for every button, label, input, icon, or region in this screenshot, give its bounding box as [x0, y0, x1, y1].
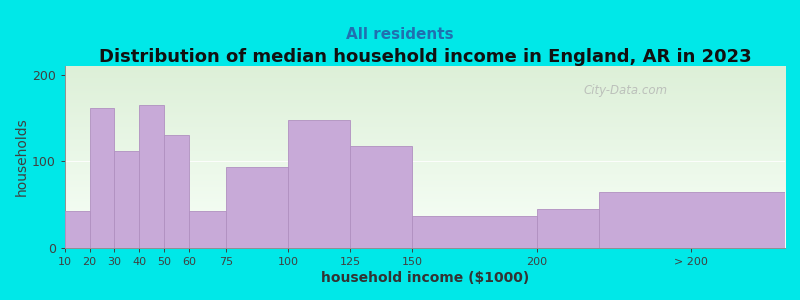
Title: Distribution of median household income in England, AR in 2023: Distribution of median household income … [98, 48, 751, 66]
Text: All residents: All residents [346, 27, 454, 42]
Bar [413, 216, 537, 248]
Bar [350, 146, 413, 248]
Bar [90, 108, 114, 248]
Bar [189, 212, 226, 248]
X-axis label: household income ($1000): household income ($1000) [321, 271, 529, 285]
Bar [65, 212, 90, 248]
Bar [598, 191, 785, 248]
Bar [537, 209, 598, 248]
Bar [139, 105, 164, 248]
Bar [114, 151, 139, 248]
Bar [226, 167, 288, 248]
Bar [288, 120, 350, 248]
Text: City-Data.com: City-Data.com [583, 84, 667, 97]
Bar [164, 135, 189, 248]
Y-axis label: households: households [15, 118, 29, 196]
